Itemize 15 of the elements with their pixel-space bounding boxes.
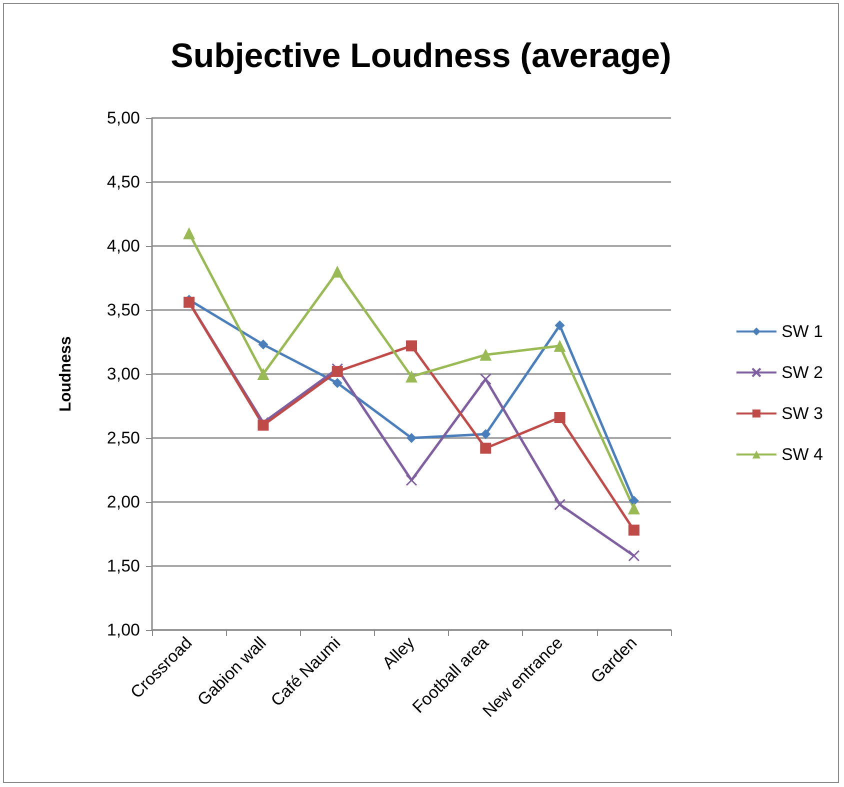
y-tick-label: 3,00	[106, 364, 140, 384]
y-tick-label: 3,50	[106, 300, 140, 320]
legend-label: SW 4	[781, 445, 823, 464]
legend-label: SW 3	[781, 404, 823, 423]
y-tick-label: 1,00	[106, 620, 140, 640]
y-tick-label: 1,50	[106, 556, 140, 576]
y-tick-label: 2,50	[106, 428, 140, 448]
chart-title: Subjective Loudness (average)	[170, 37, 672, 75]
y-axis-title: Loudness	[58, 336, 74, 412]
y-tick-label: 2,00	[106, 492, 140, 512]
y-tick-label: 5,00	[106, 108, 140, 128]
y-tick-label: 4,50	[106, 172, 140, 192]
legend-label: SW 1	[781, 322, 823, 341]
y-tick-label: 4,00	[106, 236, 140, 256]
legend-label: SW 2	[781, 363, 823, 382]
